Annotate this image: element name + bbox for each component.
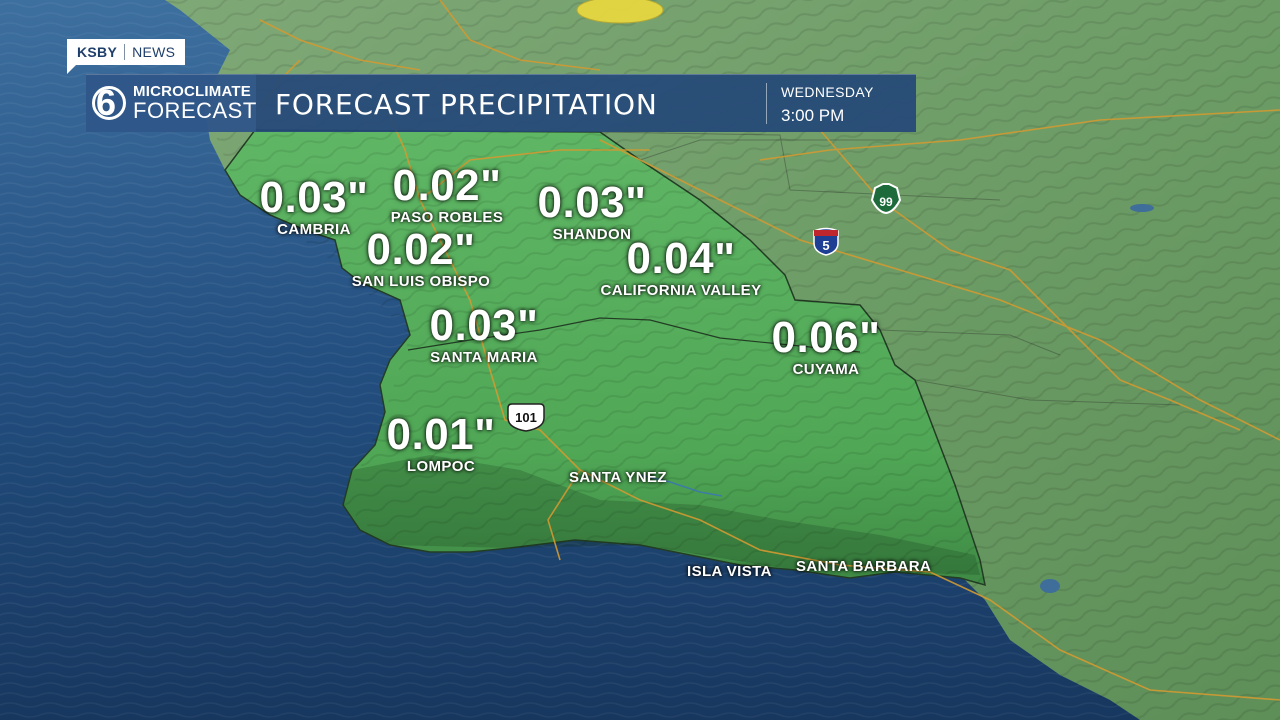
forecast-cambria: 0.03" CAMBRIA bbox=[259, 173, 369, 239]
town-isla-vista: ISLA VISTA bbox=[687, 563, 772, 580]
precip-value: 0.02" bbox=[392, 161, 502, 210]
precip-value: 0.02" bbox=[366, 225, 476, 274]
title-banner: 6 MICROCLIMATE FORECAST FORECAST PRECIPI… bbox=[86, 74, 916, 132]
forecast-shandon: 0.03" SHANDON bbox=[537, 178, 647, 244]
channel-number: 6 bbox=[96, 82, 117, 123]
forecast-san-luis-obispo: 0.02" SAN LUIS OBISPO bbox=[351, 225, 491, 291]
river bbox=[639, 474, 723, 497]
town-santa-ynez: SANTA YNEZ bbox=[569, 469, 667, 486]
station-division: NEWS bbox=[132, 44, 176, 60]
logo-line-2: FORECAST bbox=[133, 98, 257, 123]
us-route-101-label: 101 bbox=[515, 410, 537, 425]
station-call-letters: KSBY bbox=[77, 44, 118, 60]
location-label: CUYAMA bbox=[792, 361, 860, 378]
location-label: SANTA MARIA bbox=[430, 349, 538, 366]
forecast-time: 3:00 PM bbox=[781, 106, 845, 125]
forecast-lompoc: 0.01" LOMPOC bbox=[386, 410, 496, 476]
location-label: SAN LUIS OBISPO bbox=[351, 273, 491, 290]
interstate-5-label: 5 bbox=[822, 238, 829, 253]
forecast-california-valley: 0.04" CALIFORNIA VALLEY bbox=[600, 234, 762, 300]
precip-value: 0.04" bbox=[626, 234, 736, 283]
lake bbox=[1130, 204, 1154, 212]
forecast-day: WEDNESDAY bbox=[781, 84, 874, 100]
logo-line-1: MICROCLIMATE bbox=[133, 83, 251, 100]
rain-blob bbox=[576, 0, 664, 24]
town-santa-barbara: SANTA BARBARA bbox=[796, 558, 932, 575]
banner-divider bbox=[766, 83, 767, 124]
location-label: CAMBRIA bbox=[277, 221, 351, 238]
county-line-east bbox=[599, 131, 1181, 406]
forecast-cuyama: 0.06" CUYAMA bbox=[771, 313, 881, 379]
location-label: CALIFORNIA VALLEY bbox=[600, 282, 762, 299]
state-route-99-label: 99 bbox=[879, 195, 893, 209]
station-brand: KSBY NEWS bbox=[67, 39, 186, 65]
us-route-101-shield: 101 bbox=[507, 403, 545, 432]
brand-tag-tail bbox=[67, 65, 76, 74]
state-route-99-shield: 99 bbox=[870, 183, 902, 215]
forecast-santa-maria: 0.03" SANTA MARIA bbox=[429, 301, 539, 367]
lake-west bbox=[1040, 579, 1060, 593]
location-label: SHANDON bbox=[552, 226, 632, 243]
location-label: PASO ROBLES bbox=[390, 209, 504, 226]
brand-divider bbox=[124, 44, 126, 60]
precip-value: 0.01" bbox=[386, 410, 496, 459]
precip-value: 0.06" bbox=[771, 313, 881, 362]
southern-mountains-shade bbox=[343, 455, 980, 575]
interstate-5-shield: 5 bbox=[813, 227, 839, 256]
graphic-title: FORECAST PRECIPITATION bbox=[275, 88, 658, 121]
location-label: LOMPOC bbox=[406, 458, 476, 475]
microclimate-logo: 6 MICROCLIMATE FORECAST bbox=[86, 75, 256, 132]
forecast-paso-robles: 0.02" PASO ROBLES bbox=[390, 161, 504, 227]
precip-value: 0.03" bbox=[429, 301, 539, 350]
precip-value: 0.03" bbox=[259, 173, 369, 222]
channel-logo-ring-icon bbox=[92, 86, 126, 120]
precip-value: 0.03" bbox=[537, 178, 647, 227]
highway-network bbox=[259, 0, 1280, 701]
